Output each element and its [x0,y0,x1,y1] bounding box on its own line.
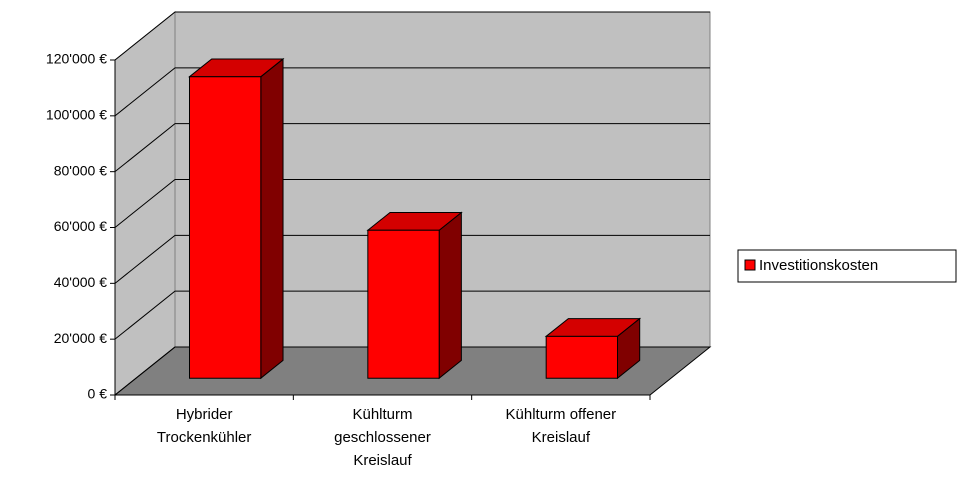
bar-side [260,57,284,380]
y-tick-label: 80'000 € [54,162,107,178]
bar [367,229,440,379]
y-tick-label: 60'000 € [54,218,107,234]
y-tick-label: 40'000 € [54,274,107,290]
bar-side [438,211,462,380]
grid-line [114,346,710,396]
legend-swatch [744,259,756,271]
y-tick-label: 20'000 € [54,330,107,346]
y-tick-label: 100'000 € [46,107,107,123]
y-tick-label: 120'000 € [46,51,107,67]
grid-line [114,234,710,284]
legend-box [737,249,957,283]
grid-line [114,290,710,340]
bar [545,335,618,379]
x-tick-label: Kühlturm geschlossener Kreislauf [334,406,431,469]
y-tick-label: 0 € [88,386,108,402]
bar [189,76,262,379]
grid-line [114,123,710,173]
grid-line [114,67,710,117]
x-tick-label: Hybrider Trockenkühler [156,406,252,446]
grid-line [114,11,710,61]
x-tick-label: Kühlturm offener Kreislauf [505,406,617,446]
grid-line [114,179,710,228]
legend-label: Investitionskosten [759,257,878,274]
